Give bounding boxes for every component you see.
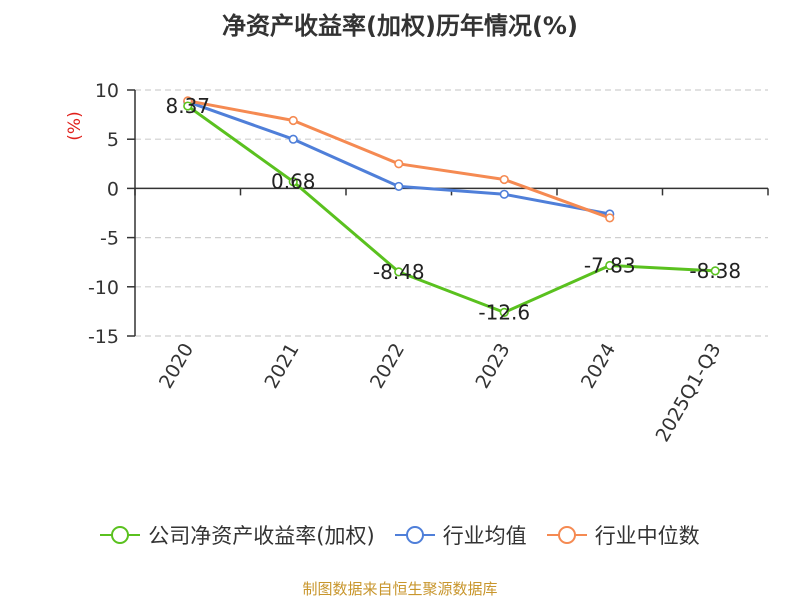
data-source-note: 制图数据来自恒生聚源数据库 (302, 580, 498, 598)
x-tick-label: 2024 (577, 340, 620, 393)
data-point-company (499, 307, 509, 317)
data-point-company (288, 177, 298, 187)
y-tick-labels: 10 5 0 -5 -10 -15 (88, 80, 119, 348)
data-point-company (710, 266, 720, 276)
axes (127, 89, 769, 337)
legend-item-industry-mean[interactable]: 行业均值 (394, 520, 527, 550)
x-tick-label: 2025Q1-Q3 (652, 340, 726, 446)
legend-marker-industry-median (546, 526, 587, 544)
data-label: -8.38 (689, 259, 741, 283)
legend-item-company[interactable]: 公司净资产收益率(加权) (100, 520, 375, 550)
y-axis-label: (%) (65, 111, 85, 140)
data-labels: 8.37 0.68 -8.48 -12.6 -7.83 -8.38 (165, 94, 741, 324)
gridlines (135, 89, 768, 337)
y-tick-label: 0 (107, 178, 119, 200)
x-tick-label: 2022 (366, 340, 409, 393)
series-lines (186, 99, 716, 314)
data-label: -8.48 (373, 260, 425, 284)
data-label: 8.37 (165, 94, 210, 118)
x-tick-label: 2023 (471, 340, 514, 393)
legend-label-industry-median: 行业中位数 (594, 524, 700, 548)
y-tick-label: -10 (88, 277, 119, 299)
legend-item-industry-median[interactable]: 行业中位数 (546, 520, 700, 550)
legend-label-company: 公司净资产收益率(加权) (148, 524, 375, 548)
legend-marker-industry-mean (394, 526, 435, 544)
series-line-industry-mean (187, 100, 611, 216)
y-tick-label: -5 (100, 228, 119, 250)
data-point-industry-median (394, 159, 404, 169)
data-label: 0.68 (271, 170, 316, 194)
y-tick-label: -15 (88, 326, 119, 348)
data-point-industry-mean (394, 181, 404, 192)
data-point-company (605, 260, 615, 271)
data-point-company (394, 267, 404, 277)
legend-marker-company (100, 526, 141, 544)
series-line-company (186, 104, 716, 314)
x-tick-label: 2020 (155, 340, 198, 393)
x-tick-label: 2021 (260, 340, 303, 393)
data-label: -12.6 (478, 300, 530, 324)
data-point-industry-median (499, 174, 509, 185)
legend-label-industry-mean: 行业均值 (442, 524, 527, 548)
data-point-industry-median (288, 115, 298, 126)
data-point-industry-median (605, 213, 615, 223)
legend: 公司净资产收益率(加权) 行业均值 行业中位数 (0, 520, 800, 550)
series-points (183, 96, 720, 317)
data-point-industry-mean (288, 134, 298, 144)
y-tick-label: 10 (95, 80, 119, 102)
y-tick-label: 5 (107, 129, 119, 151)
x-tick-labels: 2020 2021 2022 2023 2024 2025Q1-Q3 (155, 340, 726, 446)
chart-title: 净资产收益率(加权)历年情况(%) (222, 12, 578, 40)
data-label: -7.83 (584, 253, 636, 277)
data-point-industry-mean (499, 189, 509, 199)
data-point-company (183, 101, 193, 111)
